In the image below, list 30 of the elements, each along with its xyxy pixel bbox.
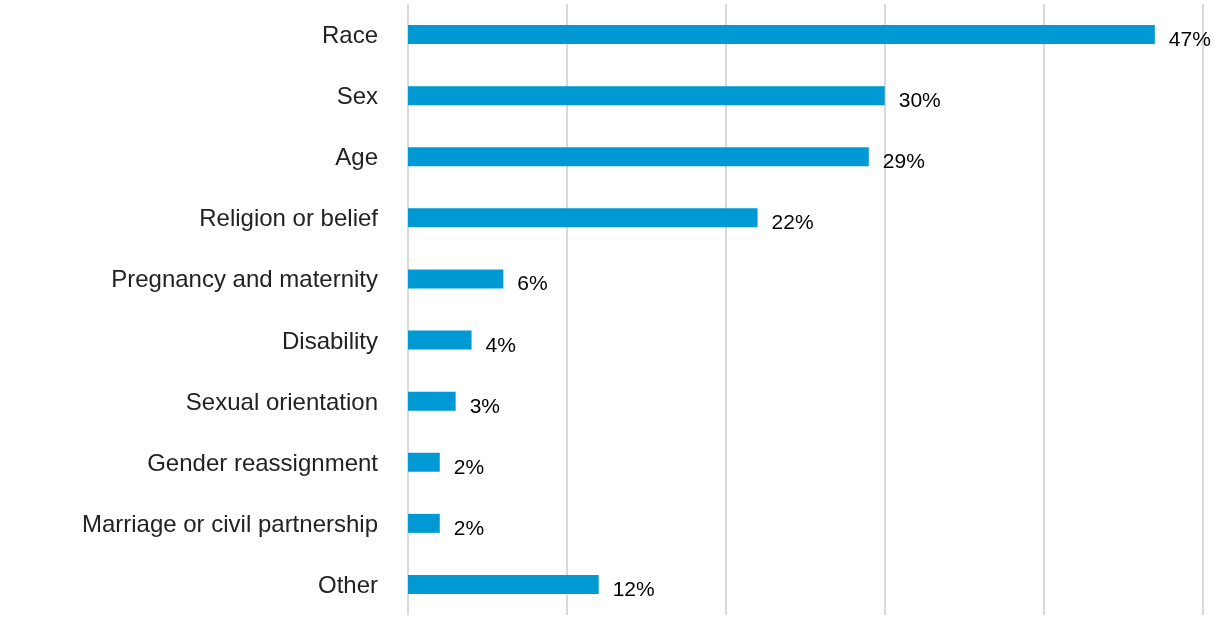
y-tick-label: Other [317, 570, 378, 598]
data-label: 2% [453, 515, 485, 539]
data-label: 22% [771, 210, 814, 234]
data-label: 47% [1168, 27, 1211, 51]
bar [408, 452, 440, 472]
bar [408, 269, 504, 289]
bar [408, 391, 456, 411]
bar [408, 86, 885, 106]
y-tick-label: Pregnancy and maternity [111, 265, 378, 293]
data-label: 4% [485, 332, 516, 356]
bar [408, 513, 440, 533]
bar [408, 147, 869, 167]
data-label: 3% [469, 393, 501, 417]
y-tick-label: Religion or belief [199, 204, 379, 232]
bar [408, 208, 758, 228]
data-label: 30% [898, 88, 941, 112]
bar [408, 330, 472, 350]
y-tick-label: Marriage or civil partnership [81, 509, 378, 537]
bar [408, 25, 1155, 45]
data-label: 29% [882, 149, 925, 173]
y-tick-label: Gender reassignment [147, 448, 379, 476]
y-tick-label: Age [335, 143, 378, 171]
y-tick-label: Disability [281, 326, 378, 354]
y-tick-label: Sexual orientation [185, 387, 378, 415]
y-tick-label: Sex [336, 82, 378, 110]
y-tick-label: Race [321, 21, 378, 49]
data-label: 2% [453, 454, 485, 478]
data-label: 12% [612, 576, 655, 600]
data-label: 6% [517, 271, 548, 295]
bar [408, 574, 599, 594]
